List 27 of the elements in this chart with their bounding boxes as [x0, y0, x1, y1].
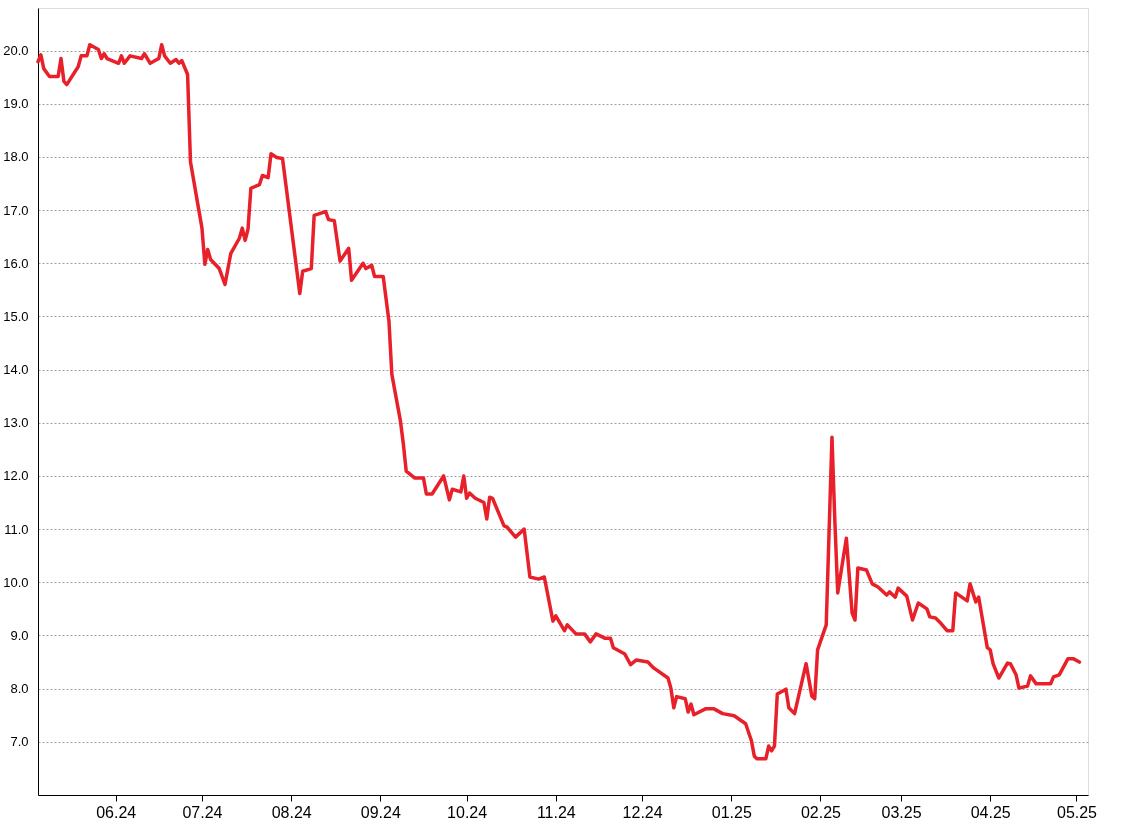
y-tick-label: 10.0	[3, 574, 29, 590]
x-tick-label: 02.25	[800, 803, 842, 821]
y-tick-label: 9.0	[10, 627, 29, 643]
y-tick-label: 12.0	[3, 468, 29, 484]
x-tick-label: 04.25	[970, 803, 1011, 821]
y-tick-label: 7.0	[10, 734, 29, 750]
x-tick-label: 11.24	[536, 803, 576, 821]
x-tick-label: 08.24	[271, 803, 312, 821]
x-tick-label: 03.25	[881, 803, 922, 821]
y-tick-label: 19.0	[3, 96, 29, 112]
y-tick-label: 18.0	[3, 149, 29, 165]
x-tick-label: 06.24	[96, 803, 137, 821]
y-tick-label: 11.0	[4, 521, 29, 537]
x-tick-label: 09.24	[360, 803, 401, 821]
y-tick-label: 20.0	[3, 43, 29, 59]
x-tick-label: 10.24	[447, 803, 488, 821]
y-tick-label: 17.0	[3, 202, 29, 218]
y-tick-label: 14.0	[3, 362, 29, 378]
y-tick-label: 15.0	[3, 308, 29, 324]
y-tick-label: 13.0	[3, 415, 29, 431]
x-tick-label: 12.24	[622, 803, 663, 821]
x-tick-label: 05.25	[1056, 803, 1098, 821]
y-tick-label: 8.0	[10, 681, 29, 697]
y-tick-label: 16.0	[3, 255, 29, 271]
x-tick-label: 01.25	[711, 803, 752, 821]
line-series	[36, 42, 1082, 761]
x-tick-label: 07.24	[182, 803, 223, 821]
